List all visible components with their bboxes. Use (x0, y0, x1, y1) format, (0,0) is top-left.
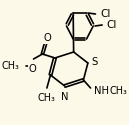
Text: N: N (61, 92, 68, 102)
Text: O: O (43, 33, 51, 43)
Text: Cl: Cl (100, 9, 110, 19)
Text: S: S (91, 57, 98, 67)
Text: CH₃: CH₃ (1, 61, 19, 71)
Text: CH₃: CH₃ (109, 86, 127, 96)
Text: O: O (29, 64, 37, 74)
Text: NH: NH (94, 86, 109, 96)
Text: Cl: Cl (107, 20, 117, 30)
Text: CH₃: CH₃ (38, 93, 56, 103)
